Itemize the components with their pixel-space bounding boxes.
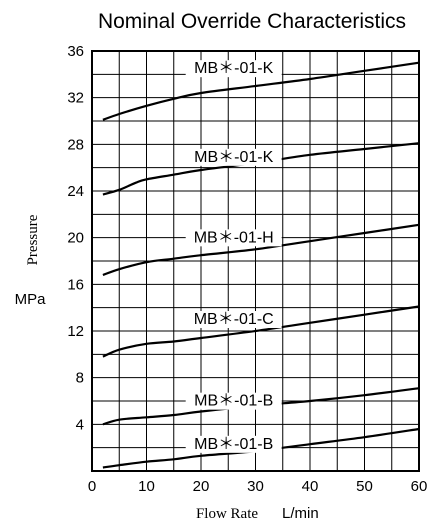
y-tick-label: 32 <box>67 90 84 107</box>
x-tick-label: 50 <box>356 478 373 495</box>
series-label-bg <box>185 311 282 328</box>
y-tick-label: 12 <box>67 323 84 340</box>
series-line <box>102 223 420 277</box>
series-label-bg <box>185 148 282 166</box>
series-label: MB＊-01-B <box>194 393 273 410</box>
x-tick-label: 0 <box>88 478 96 495</box>
x-axis-unit: L/min <box>282 505 319 522</box>
series-label-bg <box>185 435 282 453</box>
series-label: MB＊-01-B <box>194 436 273 453</box>
y-tick-label: 28 <box>67 136 84 153</box>
y-tick-label: 8 <box>76 370 84 387</box>
y-tick-label: 20 <box>67 230 84 247</box>
y-tick-label: 16 <box>67 276 84 293</box>
x-tick-label: 40 <box>302 478 319 495</box>
chart-title: Nominal Override Characteristics <box>98 10 406 33</box>
series-label: MB＊-01-H <box>194 229 274 246</box>
x-tick-label: 20 <box>193 478 210 495</box>
series-line <box>102 61 420 121</box>
series-label: MB＊-01-K <box>194 60 273 77</box>
series-lines <box>102 61 420 469</box>
series-line <box>102 427 420 469</box>
x-tick-label: 30 <box>247 478 264 495</box>
y-axis-unit: MPa <box>15 291 47 308</box>
x-tick-label: 60 <box>411 478 428 495</box>
series-label-bg <box>185 229 282 247</box>
y-axis-label: Pressure <box>25 214 41 265</box>
y-tick-label: 4 <box>76 416 84 433</box>
series-label-bg <box>185 60 282 78</box>
series-label: MB＊-01-K <box>194 149 273 166</box>
x-tick-label: 10 <box>138 478 155 495</box>
series-line <box>102 305 420 358</box>
y-tick-label: 36 <box>67 43 84 60</box>
y-tick-label: 24 <box>67 183 84 200</box>
series-line <box>102 142 420 196</box>
x-axis-label: Flow Rate <box>196 506 258 522</box>
plot-frame <box>91 50 420 472</box>
series-label-bg <box>185 392 282 410</box>
series-labels: MB＊-01-K MB＊-01-K MB＊-01-H MB＊-01-C MB＊-01-B… <box>185 60 282 453</box>
series-line <box>102 387 420 426</box>
tick-labels: 0 10 20 30 40 50 60 4 8 12 16 20 24 28 32 36 <box>67 43 427 495</box>
series-label: MB＊-01-C <box>194 311 274 328</box>
